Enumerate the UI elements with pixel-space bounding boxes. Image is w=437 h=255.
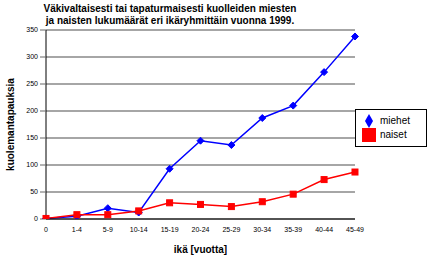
svg-text:45-49: 45-49 bbox=[346, 226, 364, 233]
svg-text:5-9: 5-9 bbox=[103, 226, 113, 233]
svg-text:10-14: 10-14 bbox=[130, 226, 148, 233]
svg-text:100: 100 bbox=[26, 161, 38, 168]
svg-text:50: 50 bbox=[30, 188, 38, 195]
svg-text:40-44: 40-44 bbox=[315, 226, 333, 233]
svg-text:kuolemantapauksia: kuolemantapauksia bbox=[8, 78, 16, 171]
svg-text:25-29: 25-29 bbox=[222, 226, 240, 233]
svg-text:35-39: 35-39 bbox=[284, 226, 302, 233]
html-text:Väkivaltaisesti tai tapaturmai: Väkivaltaisesti tai tapaturmaisesti kuol… bbox=[43, 3, 297, 26]
svg-text:ikä [vuotta]: ikä [vuotta] bbox=[174, 244, 227, 255]
svg-text:350: 350 bbox=[26, 26, 38, 33]
svg-text:150: 150 bbox=[26, 134, 38, 141]
svg-text:20-24: 20-24 bbox=[192, 226, 210, 233]
svg-text:0: 0 bbox=[44, 226, 48, 233]
svg-text:30-34: 30-34 bbox=[253, 226, 271, 233]
svg-text:1-4: 1-4 bbox=[72, 226, 82, 233]
svg-text:250: 250 bbox=[26, 80, 38, 87]
html-text:naiset: naiset bbox=[380, 128, 407, 140]
svg-text:200: 200 bbox=[26, 107, 38, 114]
svg-text:300: 300 bbox=[26, 53, 38, 60]
html-text:miehet: miehet bbox=[380, 114, 410, 126]
svg-text:15-19: 15-19 bbox=[161, 226, 179, 233]
svg-text:0: 0 bbox=[34, 215, 38, 222]
